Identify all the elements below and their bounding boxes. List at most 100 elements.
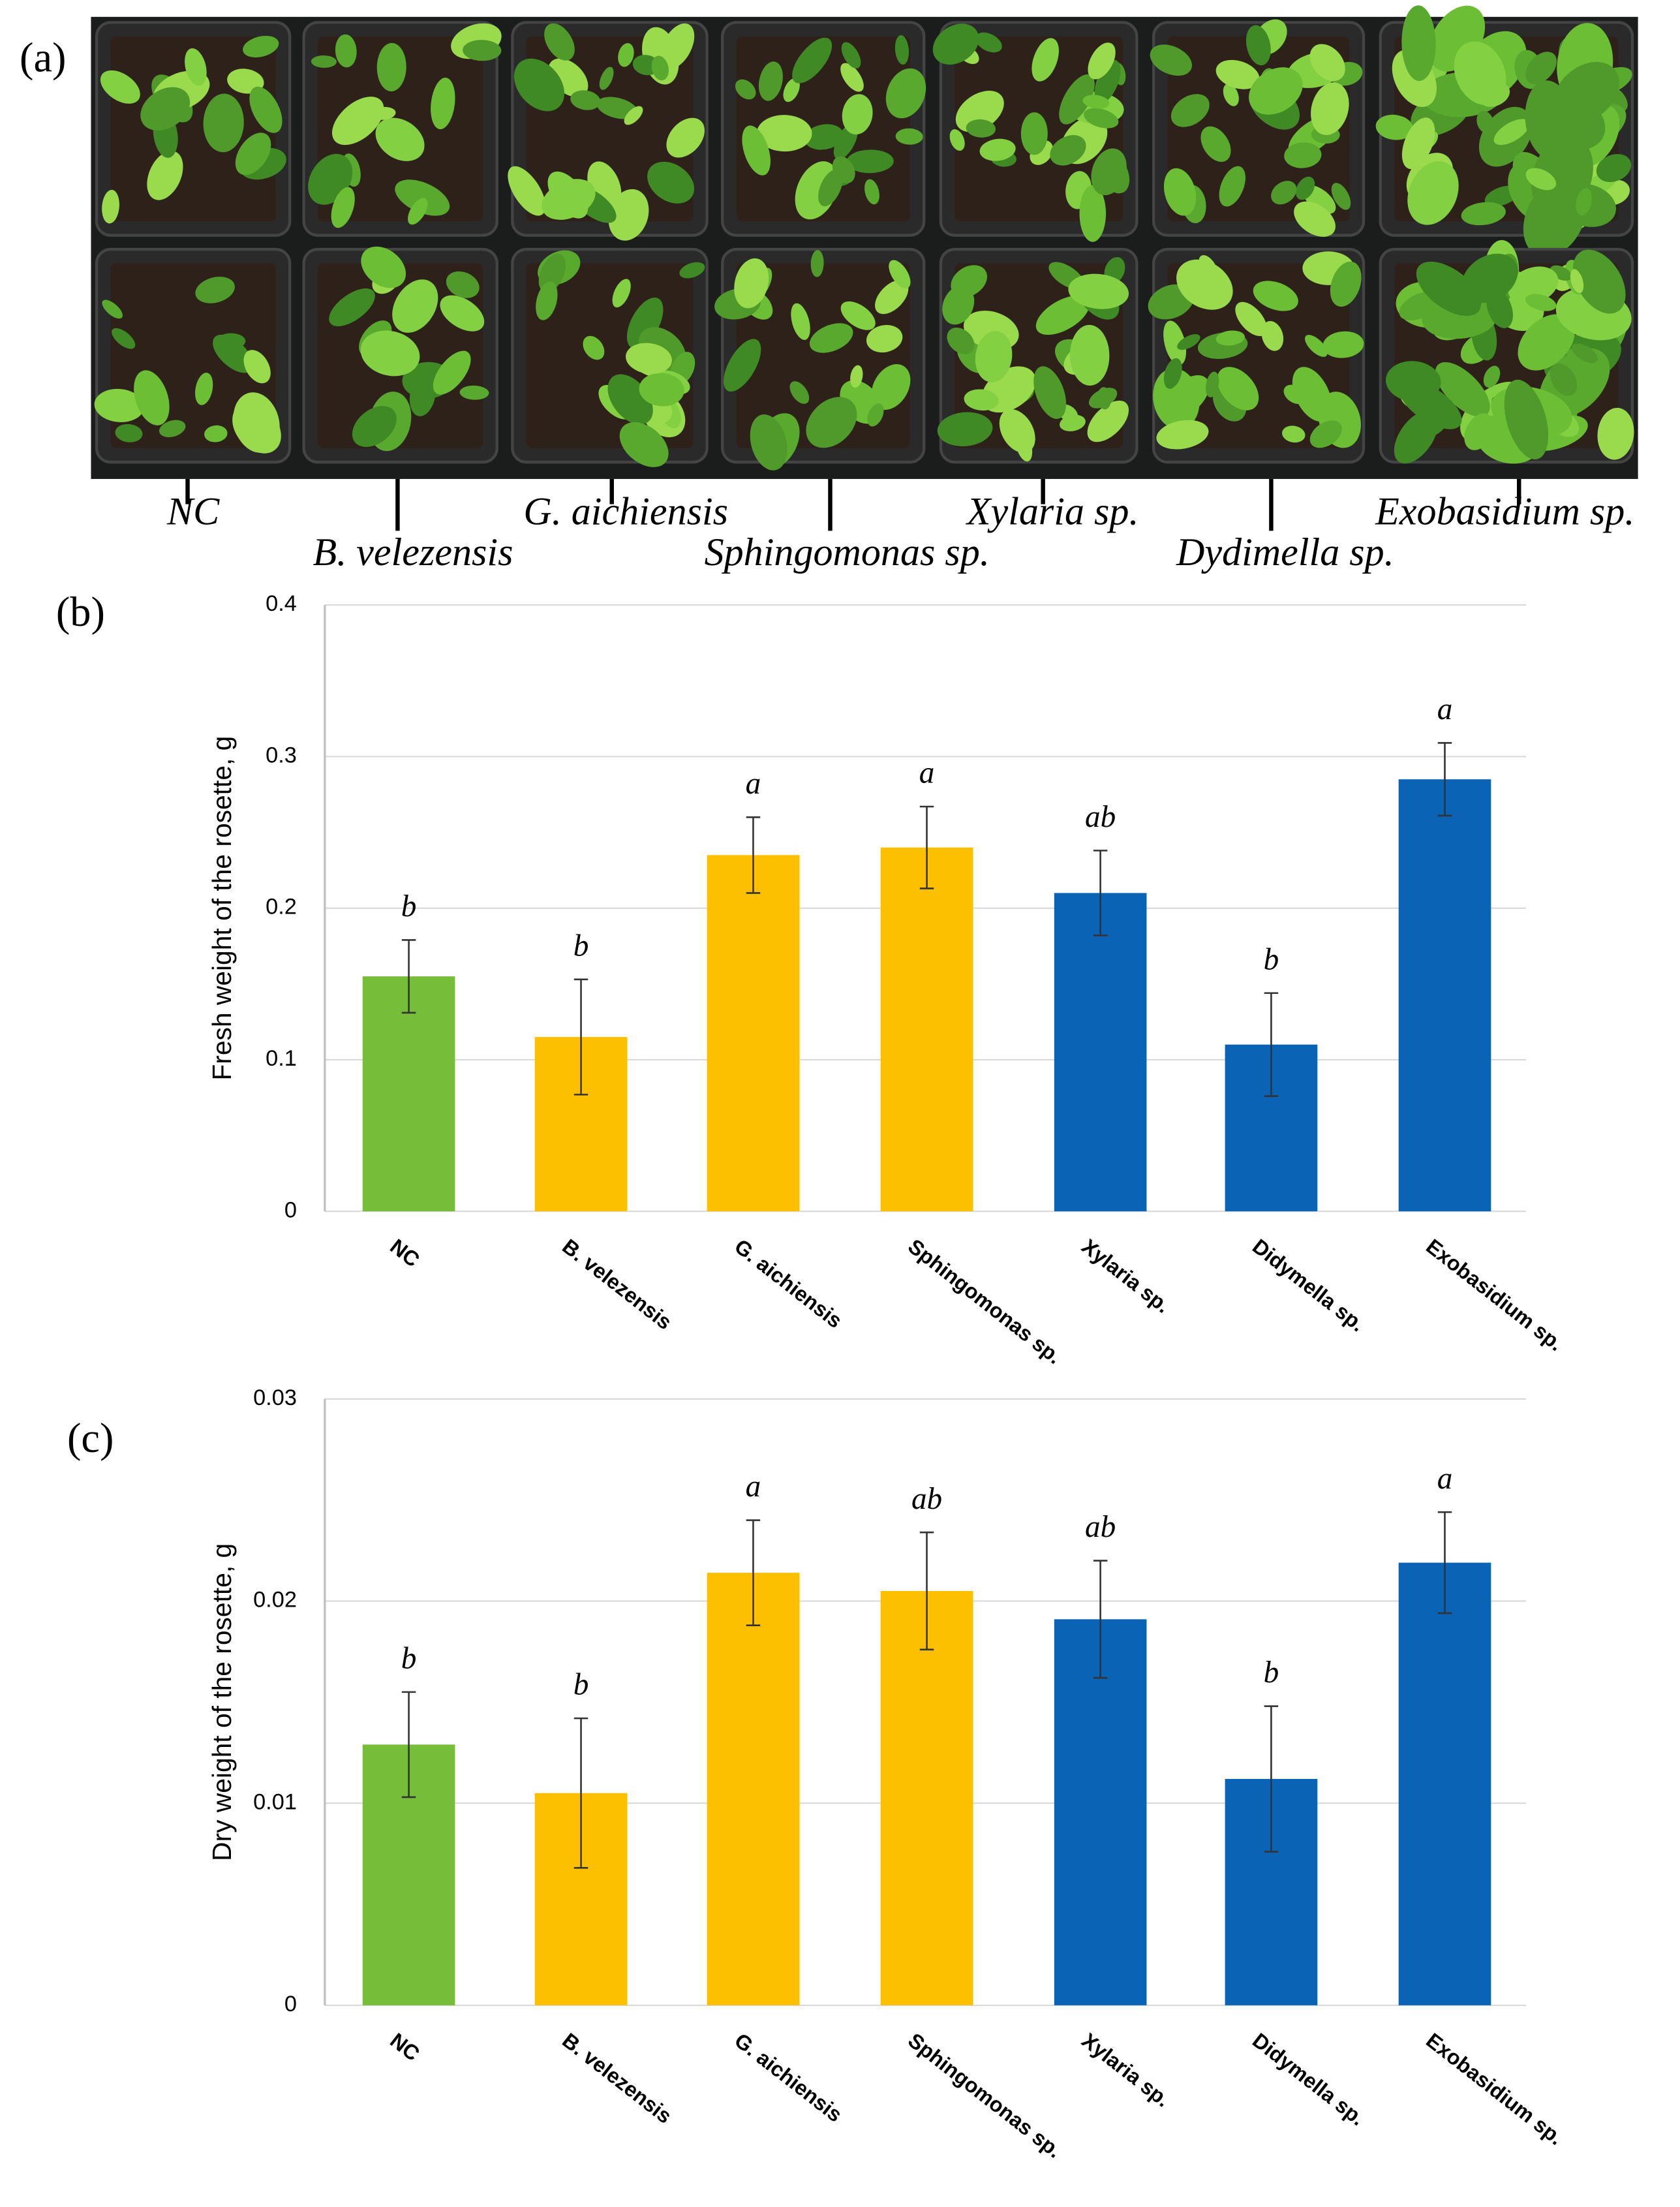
- leaf: [1518, 314, 1575, 371]
- leaf: [846, 149, 894, 174]
- leaf: [942, 285, 975, 325]
- leaf: [329, 288, 375, 326]
- leaf: [508, 166, 546, 216]
- leaf: [431, 78, 455, 130]
- leaf: [1200, 126, 1231, 162]
- leaf: [791, 303, 810, 340]
- leaf: [102, 300, 123, 319]
- leaf: [612, 279, 631, 308]
- y-axis-label: Fresh weight of the rosette, g: [207, 736, 237, 1081]
- x-tick-label: Didymella sp.: [1248, 1235, 1369, 1336]
- x-tick-label: Sphingomonas sp.: [904, 1235, 1066, 1369]
- leaf: [651, 55, 669, 81]
- leaf: [1031, 38, 1059, 82]
- significance-letter: a: [746, 1470, 761, 1504]
- photo-caption: Sphingomonas sp.: [705, 530, 990, 574]
- bar: [1398, 1562, 1491, 2005]
- leaf: [513, 58, 564, 112]
- leaf: [1295, 176, 1315, 200]
- leaf: [1079, 185, 1107, 242]
- leaf: [1576, 188, 1592, 216]
- leaf: [1570, 269, 1584, 294]
- leaf: [375, 117, 425, 161]
- leaf: [1170, 94, 1210, 127]
- leaf: [1035, 295, 1090, 335]
- leaf: [1219, 166, 1245, 207]
- leaf: [789, 381, 810, 404]
- leaf: [1249, 67, 1303, 115]
- leaf: [783, 78, 800, 102]
- leaf: [459, 385, 489, 400]
- leaf: [100, 70, 140, 104]
- leaf: [185, 48, 207, 86]
- leaf: [243, 350, 271, 384]
- x-tick-label: B. velezensis: [558, 1235, 676, 1335]
- leaf: [440, 295, 485, 332]
- leaf: [947, 328, 975, 354]
- leaf: [409, 373, 436, 416]
- leaf: [818, 169, 843, 207]
- leaf: [536, 281, 558, 320]
- leaf: [1060, 414, 1086, 431]
- leaf: [932, 23, 979, 65]
- leaf: [866, 324, 903, 353]
- bar: [880, 847, 973, 1212]
- leaf: [1435, 362, 1490, 417]
- leaf: [371, 106, 396, 120]
- leaf: [1330, 261, 1362, 307]
- leaf: [1322, 331, 1364, 358]
- y-tick-label: 0: [284, 1992, 297, 2016]
- x-tick-label: NC: [386, 1235, 424, 1272]
- leaf: [1088, 42, 1116, 80]
- leaf: [352, 406, 397, 447]
- leaf: [538, 253, 566, 293]
- leaf: [647, 161, 695, 204]
- leaf: [624, 106, 643, 125]
- y-tick-label: 0.1: [266, 1046, 297, 1071]
- panel-label: (a): [20, 34, 66, 80]
- leaf: [1217, 367, 1259, 410]
- leaf: [1309, 44, 1345, 82]
- y-tick-label: 0.2: [266, 895, 297, 919]
- leaf: [1097, 387, 1112, 410]
- leaf: [243, 35, 279, 57]
- leaf: [311, 55, 337, 68]
- leaf: [115, 424, 143, 442]
- significance-letter: b: [1264, 1656, 1279, 1690]
- leaf: [871, 364, 911, 410]
- leaf: [1525, 52, 1557, 84]
- leaf: [1163, 320, 1187, 365]
- leaf: [1525, 168, 1557, 191]
- significance-letter: ab: [911, 1482, 942, 1516]
- leaf: [1150, 44, 1192, 76]
- photo-caption: Dydimella sp.: [1176, 530, 1394, 574]
- leaf: [1163, 168, 1197, 216]
- leaf: [618, 43, 634, 67]
- leaf: [810, 249, 824, 277]
- leaf: [1050, 134, 1086, 166]
- panel-label: (c): [67, 1415, 114, 1461]
- photo-caption: G. aichiensis: [523, 489, 728, 533]
- leaf: [249, 86, 283, 133]
- leaf: [360, 330, 420, 377]
- leaf: [1550, 363, 1578, 396]
- bar: [362, 976, 455, 1212]
- leaf: [757, 115, 812, 152]
- y-tick-label: 0.02: [253, 1588, 297, 1613]
- leaf: [885, 68, 926, 119]
- leaf: [203, 93, 244, 153]
- leaf: [1235, 301, 1267, 337]
- leaf: [1091, 148, 1127, 196]
- leaf: [1087, 400, 1129, 442]
- leaf: [679, 262, 705, 279]
- leaf: [392, 279, 438, 333]
- photo-caption: B. velezensis: [313, 530, 513, 574]
- leaf: [599, 67, 614, 90]
- leaf: [1309, 420, 1342, 448]
- leaf: [1375, 114, 1414, 140]
- leaf: [570, 90, 601, 110]
- significance-letter: a: [919, 756, 935, 790]
- leaf: [140, 87, 191, 131]
- leaf: [1461, 202, 1506, 226]
